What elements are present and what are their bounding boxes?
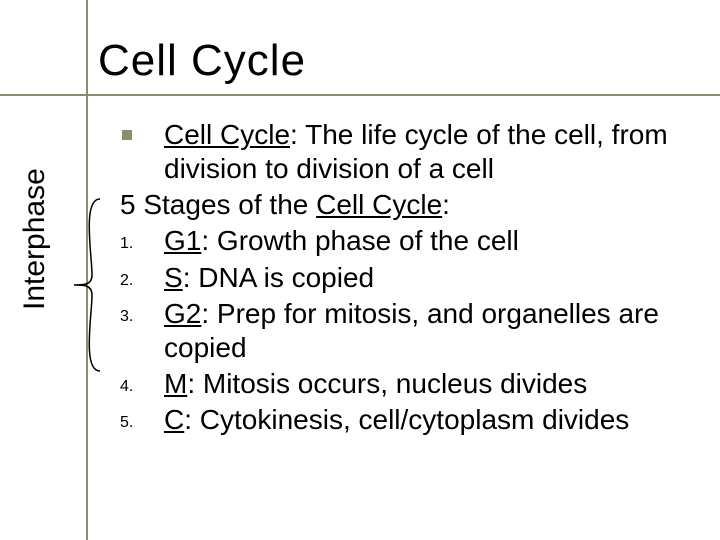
list-item: 4. M: Mitosis occurs, nucleus divides — [120, 367, 700, 401]
definition-text: Cell Cycle: The life cycle of the cell, … — [164, 118, 700, 186]
list-text: M: Mitosis occurs, nucleus divides — [164, 367, 700, 401]
list-text: C: Cytokinesis, cell/cytoplasm divides — [164, 403, 700, 437]
stage-term: S — [164, 262, 183, 293]
list-item: 1. G1: Growth phase of the cell — [120, 224, 700, 258]
subheading-suffix: : — [442, 189, 450, 220]
list-text: S: DNA is copied — [164, 261, 700, 295]
list-item: 3. G2: Prep for mitosis, and organelles … — [120, 297, 700, 365]
slide-title: Cell Cycle — [98, 36, 306, 86]
stage-term: G1 — [164, 225, 201, 256]
definition-row: Cell Cycle: The life cycle of the cell, … — [120, 118, 700, 186]
content-area: Cell Cycle: The life cycle of the cell, … — [120, 118, 700, 439]
list-number: 4. — [120, 367, 164, 397]
stage-rest: : Prep for mitosis, and organelles are c… — [164, 298, 659, 363]
list-number: 5. — [120, 403, 164, 433]
list-item: 2. S: DNA is copied — [120, 261, 700, 295]
stage-rest: : Cytokinesis, cell/cytoplasm divides — [184, 404, 629, 435]
slide: Cell Cycle Interphase Cell Cycle: The li… — [0, 0, 720, 540]
definition-term: Cell Cycle — [164, 119, 290, 150]
brace-icon — [64, 195, 108, 375]
stage-term: G2 — [164, 298, 201, 329]
subheading-row: 5 Stages of the Cell Cycle: — [120, 188, 700, 222]
list-item: 5. C: Cytokinesis, cell/cytoplasm divide… — [120, 403, 700, 437]
stage-rest: : Mitosis occurs, nucleus divides — [187, 368, 587, 399]
list-text: G1: Growth phase of the cell — [164, 224, 700, 258]
subheading-text: 5 Stages of the Cell Cycle: — [120, 188, 700, 222]
stage-term: C — [164, 404, 184, 435]
stage-rest: : Growth phase of the cell — [201, 225, 519, 256]
stage-rest: : DNA is copied — [183, 262, 374, 293]
list-number: 3. — [120, 297, 164, 327]
subheading-term: Cell Cycle — [316, 189, 442, 220]
stage-term: M — [164, 368, 187, 399]
bullet-icon — [120, 118, 164, 140]
list-number: 2. — [120, 261, 164, 291]
horizontal-divider — [0, 94, 720, 96]
list-number: 1. — [120, 224, 164, 254]
sidebar-label: Interphase — [18, 168, 52, 310]
list-text: G2: Prep for mitosis, and organelles are… — [164, 297, 700, 365]
subheading-prefix: 5 Stages of the — [120, 189, 316, 220]
